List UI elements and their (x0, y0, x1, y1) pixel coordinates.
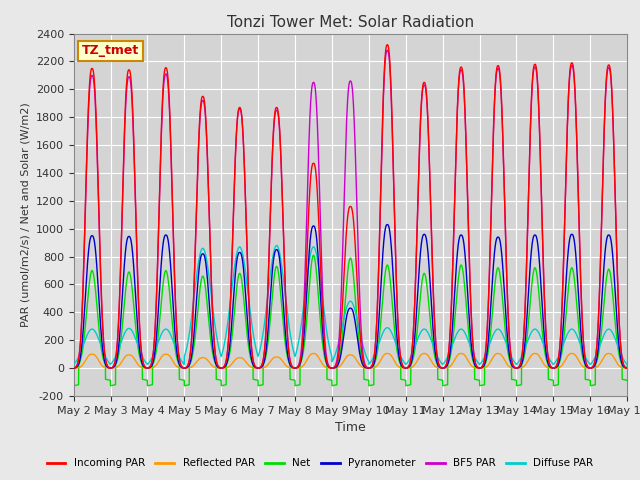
X-axis label: Time: Time (335, 421, 366, 434)
Title: Tonzi Tower Met: Solar Radiation: Tonzi Tower Met: Solar Radiation (227, 15, 474, 30)
Y-axis label: PAR (umol/m2/s) / Net and Solar (W/m2): PAR (umol/m2/s) / Net and Solar (W/m2) (20, 102, 30, 327)
Legend: Incoming PAR, Reflected PAR, Net, Pyranometer, BF5 PAR, Diffuse PAR: Incoming PAR, Reflected PAR, Net, Pyrano… (42, 454, 598, 472)
Text: TZ_tmet: TZ_tmet (82, 45, 139, 58)
